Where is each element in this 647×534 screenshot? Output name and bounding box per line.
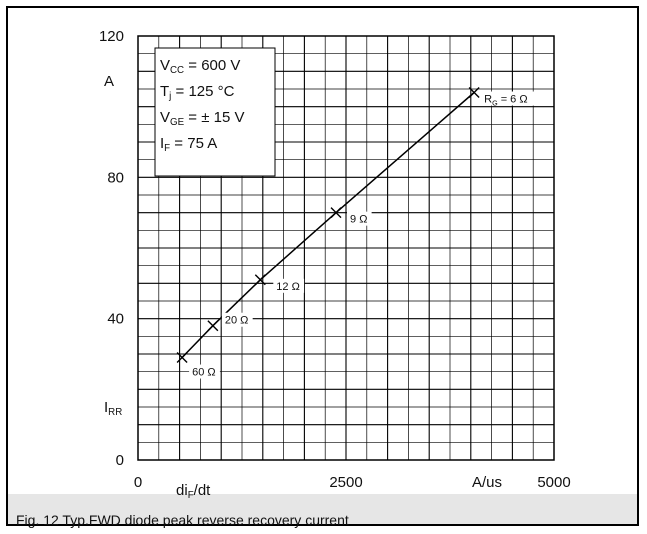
data-point-marker	[207, 320, 219, 332]
y-tick-label: 80	[107, 169, 124, 186]
y-tick-label: 40	[107, 311, 124, 328]
figure-caption: Fig. 12 Typ.FWD diode peak reverse recov…	[16, 512, 349, 528]
legend-entry: IF = 75 A	[160, 135, 217, 154]
legend-box: VCC = 600 V Tj = 125 °C VGE = ± 15 V IF = 7…	[154, 47, 276, 177]
x-tick-label: 2500	[329, 474, 362, 491]
data-point-marker	[468, 87, 480, 99]
legend-entry: VCC = 600 V	[160, 57, 240, 76]
x-axis-label: diF/dt	[176, 482, 211, 501]
legend-entry: Tj = 125 °C	[160, 83, 235, 102]
y-axis-unit: A	[104, 73, 114, 90]
tick-labels: 0 2500 5000 0 40 80 120	[99, 28, 571, 491]
point-label-background	[347, 211, 372, 226]
point-label: 9 Ω	[350, 214, 367, 226]
y-axis-label: IRR	[104, 399, 122, 418]
plot-border	[137, 35, 555, 461]
point-label: RG = 6 Ω	[484, 94, 527, 108]
data-point-marker	[176, 352, 188, 364]
legend-border	[154, 47, 276, 177]
point-label: 20 Ω	[225, 315, 249, 327]
y-tick-label: 0	[116, 452, 124, 469]
point-label-background	[481, 91, 537, 106]
point-label-background	[273, 278, 305, 293]
caption-bar	[8, 494, 637, 524]
point-label-background	[189, 364, 220, 379]
series-layer: 60 Ω 20 Ω 12 Ω 9 Ω RG = 6 Ω	[176, 87, 537, 379]
point-label: 60 Ω	[192, 367, 216, 379]
x-tick-label: 5000	[537, 474, 570, 491]
point-label: 12 Ω	[276, 281, 300, 293]
x-tick-label: 0	[134, 474, 142, 491]
data-point-marker	[330, 207, 342, 219]
x-axis-unit: A/us	[472, 474, 502, 491]
y-tick-label: 120	[99, 28, 124, 45]
point-label-background	[221, 312, 253, 327]
legend-entry: VGE = ± 15 V	[160, 109, 244, 128]
data-point-marker	[254, 274, 266, 286]
